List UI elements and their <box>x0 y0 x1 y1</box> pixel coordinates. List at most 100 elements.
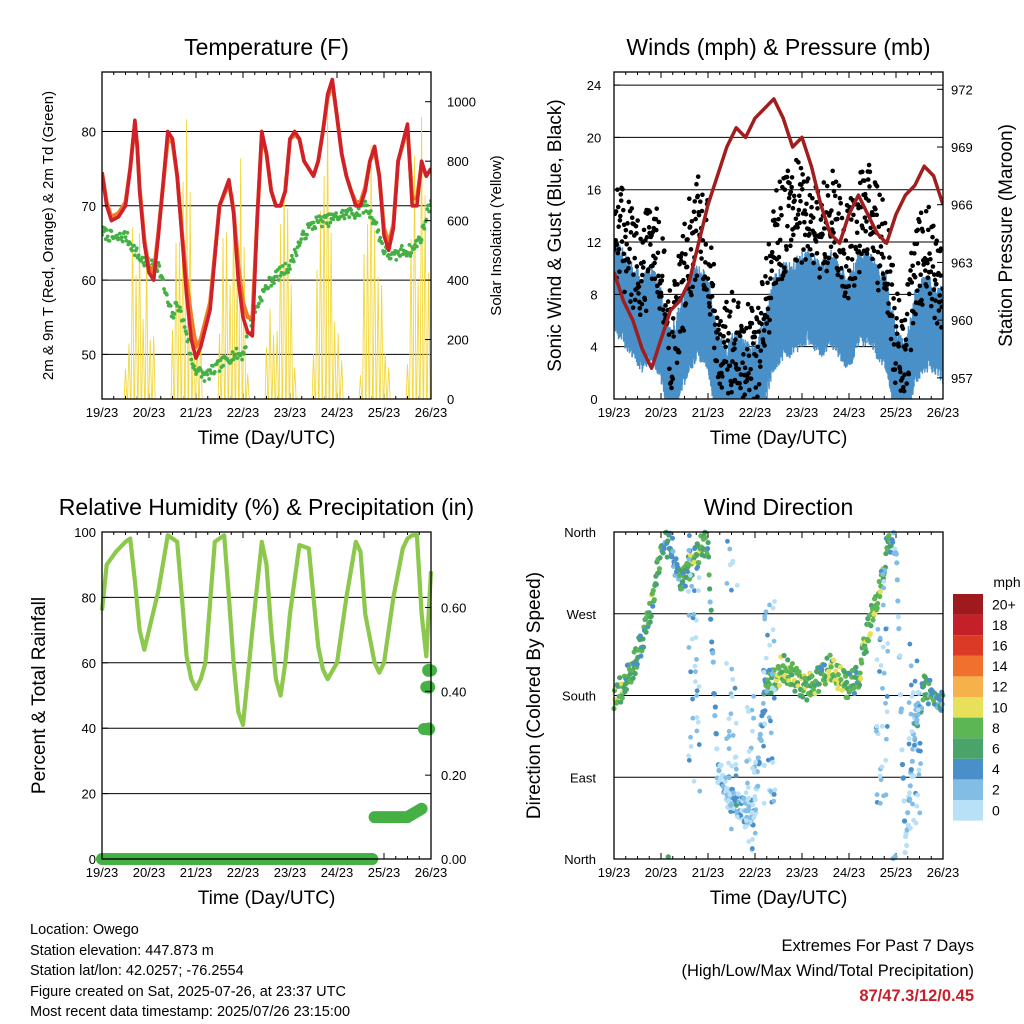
gust-point <box>769 259 774 265</box>
direction-point <box>748 745 754 751</box>
direction-point <box>751 715 757 721</box>
gust-point <box>650 229 656 235</box>
dewpoint-point <box>156 261 161 265</box>
gust-point <box>807 231 812 237</box>
gust-point <box>732 377 738 383</box>
dewpoint-point <box>399 247 403 252</box>
direction-point <box>827 652 833 658</box>
dewpoint-point <box>171 315 176 320</box>
gust-point <box>875 249 881 255</box>
direction-point <box>767 667 772 673</box>
direction-point <box>750 836 755 842</box>
direction-point <box>768 789 774 794</box>
direction-point <box>640 636 646 642</box>
direction-point <box>760 701 766 706</box>
direction-point <box>874 605 880 611</box>
gust-point <box>920 229 926 234</box>
dewpoint-point <box>328 220 333 225</box>
gust-point <box>668 380 674 385</box>
gust-point <box>892 305 897 311</box>
gust-point <box>715 336 720 341</box>
dewpoint-point <box>349 208 353 212</box>
direction-point <box>767 602 772 608</box>
gust-point <box>614 237 618 243</box>
gust-point <box>756 381 762 387</box>
direction-point <box>686 548 692 553</box>
gust-point <box>731 298 737 303</box>
direction-point <box>691 559 697 566</box>
y-tick-label: 16 <box>587 183 601 198</box>
direction-point <box>927 677 933 683</box>
direction-point <box>762 721 768 727</box>
gust-point <box>616 224 621 229</box>
gust-point <box>662 248 667 253</box>
gust-point <box>786 195 792 201</box>
direction-point <box>809 673 815 679</box>
colorbar-label: 6 <box>992 741 1000 757</box>
direction-point <box>912 678 918 684</box>
gust-point <box>767 317 772 323</box>
gust-point <box>908 268 913 273</box>
gust-point <box>867 184 872 189</box>
station-info: Location: Owego Station elevation: 447.8… <box>30 920 350 1023</box>
direction-point <box>875 626 881 632</box>
gust-point <box>930 234 935 240</box>
direction-point <box>688 669 694 675</box>
y2-tick-label: 1000 <box>447 95 476 110</box>
gust-point <box>862 191 868 197</box>
dewpoint-point <box>172 312 177 316</box>
direction-point <box>695 564 701 570</box>
gust-point <box>629 292 634 297</box>
gust-point <box>789 184 794 190</box>
dewpoint-point <box>293 250 298 255</box>
x-tick-label: 22/23 <box>739 405 772 420</box>
dewpoint-point <box>278 273 283 278</box>
dewpoint-point <box>311 220 316 225</box>
gust-point <box>909 280 915 285</box>
direction-point <box>752 830 758 836</box>
gust-point <box>626 266 631 271</box>
gust-point <box>714 315 720 321</box>
dewpoint-point <box>207 377 212 381</box>
direction-point <box>881 670 887 676</box>
direction-point <box>746 804 752 810</box>
gust-point <box>617 218 623 223</box>
y-tick-label: 8 <box>590 287 597 302</box>
gust-point <box>794 258 800 263</box>
direction-point <box>689 583 695 589</box>
gust-point <box>879 251 885 257</box>
direction-point <box>734 582 740 588</box>
gust-point <box>817 275 822 280</box>
gust-point <box>793 216 799 222</box>
direction-point <box>913 702 919 708</box>
dewpoint-point <box>388 256 393 261</box>
gust-point <box>666 332 672 337</box>
y2-tick-label: 200 <box>447 333 469 348</box>
direction-point <box>880 685 885 691</box>
gust-point <box>738 385 743 391</box>
colorbar-swatch <box>953 800 983 821</box>
sonic-wind-band <box>614 240 943 399</box>
gust-point <box>689 218 695 224</box>
gust-point <box>777 237 783 243</box>
gust-point <box>682 221 687 227</box>
direction-point <box>770 760 776 765</box>
direction-point <box>795 683 801 689</box>
direction-point <box>749 809 755 815</box>
gust-point <box>620 186 625 192</box>
gust-point <box>754 316 760 322</box>
x-tick-label: 21/23 <box>180 405 213 420</box>
gust-point <box>932 315 937 321</box>
gust-point <box>792 198 797 203</box>
gust-point <box>808 219 813 225</box>
gust-point <box>731 341 737 346</box>
direction-point <box>907 783 913 789</box>
direction-point <box>743 790 749 796</box>
colorbar-swatch <box>953 758 983 780</box>
gust-point <box>722 324 728 330</box>
gust-point <box>849 243 855 249</box>
direction-point <box>890 539 896 545</box>
plot-border <box>101 71 432 400</box>
direction-point <box>883 736 889 742</box>
dewpoint-point <box>365 203 369 208</box>
